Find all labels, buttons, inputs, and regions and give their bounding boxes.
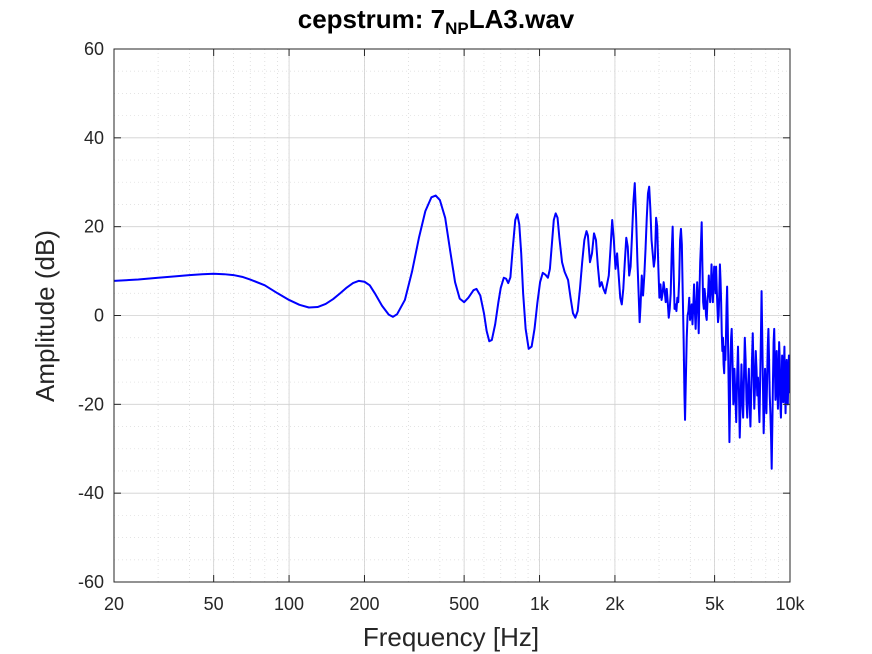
- chart-title-subscript: NP: [445, 19, 469, 38]
- y-tick-labels: 60 40 20 0 -20 -40 -60: [78, 39, 104, 592]
- x-tick-label: 50: [204, 594, 224, 614]
- y-tick-label: -60: [78, 572, 104, 592]
- x-tick-label: 20: [104, 594, 124, 614]
- major-grid: [114, 49, 790, 582]
- chart-title-prefix: cepstrum: 7: [298, 4, 445, 34]
- series-line: [114, 182, 790, 470]
- y-tick-label: -20: [78, 394, 104, 414]
- x-tick-label: 2k: [605, 594, 625, 614]
- x-tick-label: 1k: [530, 594, 550, 614]
- y-axis-label: Amplitude (dB): [30, 230, 60, 402]
- chart-title: cepstrum: 7NPLA3.wav: [298, 4, 575, 38]
- x-tick-label: 100: [274, 594, 304, 614]
- x-tick-labels: 20 50 100 200 500 1k 2k 5k 10k: [104, 594, 806, 614]
- plot-area: [113, 48, 791, 583]
- tick-marks: [113, 48, 791, 583]
- x-tick-label: 500: [449, 594, 479, 614]
- chart-title-suffix: LA3.wav: [469, 4, 575, 34]
- y-tick-label: 60: [84, 39, 104, 59]
- series-layer: [114, 182, 790, 470]
- x-tick-label: 10k: [775, 594, 805, 614]
- x-tick-label: 200: [349, 594, 379, 614]
- y-tick-label: 0: [94, 306, 104, 326]
- x-tick-label: 5k: [705, 594, 725, 614]
- y-tick-label: 20: [84, 217, 104, 237]
- y-tick-label: 40: [84, 128, 104, 148]
- y-tick-label: -40: [78, 483, 104, 503]
- x-axis-label: Frequency [Hz]: [363, 622, 539, 652]
